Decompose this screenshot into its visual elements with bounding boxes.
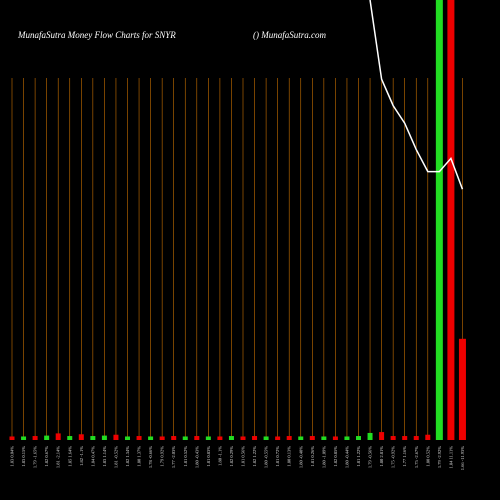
bar [435,0,443,440]
x-tick-label: 1.81 1.22% [356,446,361,467]
bar [402,436,408,440]
x-tick-label: 1.80 -0.43% [194,446,199,468]
bar [101,435,107,440]
bar [263,436,269,440]
bar [390,436,396,440]
bar [367,432,373,440]
bar [240,436,246,440]
bar [171,436,177,440]
bar [356,436,361,440]
bar [447,0,455,440]
x-tick-label: 1.85 1.64% [67,446,72,467]
x-tick-label: 1.75 -2.67% [414,446,419,468]
x-tick-label: 1.82 0.29% [229,446,234,467]
bar [321,436,327,440]
x-tick-label: 1.80 -0.44% [344,446,349,468]
chart-subtitle: () MunafaSutra.com [253,30,326,40]
x-tick-label: 1.80 -1.1% [217,446,222,466]
x-tick-label: 1.77 1.16% [402,446,407,467]
x-tick-label: 1.75 -0.92% [391,446,396,468]
bar [32,436,38,440]
x-tick-label: 1.80 0.13% [287,446,292,467]
bar [413,436,419,440]
bar [9,436,15,440]
x-tick-label: 1.79 -2.92% [437,446,442,468]
x-tick-label: 1.80 -1.09% [321,446,326,468]
bar [148,436,154,440]
bar [252,436,258,440]
x-tick-label: 1.80 1.37% [137,446,142,467]
x-tick-label: 1.82 1.34% [125,446,130,467]
bar [159,436,165,440]
bar [458,338,466,440]
x-tick-label: 1.82 0.67% [44,446,49,467]
bar [113,434,119,440]
x-tick-label: 1.78 -0.66% [148,446,153,468]
x-tick-label: 1.81 -2.14% [56,446,61,468]
bar [344,436,350,440]
bar [194,436,200,440]
x-tick-label: 1.84 11.11% [448,446,453,469]
x-tick-label: 1.82 0.85% [333,446,338,467]
bar [275,436,281,440]
x-tick-label: 1.80 2.81% [379,446,384,467]
x-tick-label: 1.81 0.56% [241,446,246,467]
bar [298,436,304,440]
bar [205,436,211,440]
bar [90,436,96,440]
bar [286,436,292,440]
x-tick-label: 1.79 0.92% [160,446,165,467]
bar [136,436,142,440]
bar [21,436,27,440]
x-tick-label: 1.81 0.26% [310,446,315,467]
bar [182,436,188,440]
x-tick-label: 1.84 0.47% [90,446,95,467]
bar [425,434,431,440]
bar [44,435,50,440]
x-tick-label: 1.81 0.52% [183,446,188,467]
x-tick-label: 1.79 -1.65% [33,446,38,468]
x-tick-label: 1.77 -2.03% [171,446,176,468]
x-tick-label: 1.66 -11.93% [460,446,465,470]
x-tick-label: 1.81 0.83% [206,446,211,467]
x-tick-label: 1.82 1.22% [252,446,257,467]
money-flow-line [369,0,464,190]
x-tick-label: 1.83 0.04% [10,446,15,467]
x-tick-label: 1.81 -0.52% [113,446,118,468]
bar [78,434,84,440]
bar [67,436,73,440]
x-tick-label: 1.81 0.72% [275,446,280,467]
x-tick-label: 1.83 0.15% [21,446,26,467]
x-tick-label: 1.80 -0.55% [264,446,269,468]
bar [309,436,315,440]
bar [217,436,223,440]
x-tick-label: 1.83 1.14% [102,446,107,467]
x-tick-label: 1.79 -0.56% [368,446,373,468]
x-tick-label: 1.82 -1.1% [79,446,84,466]
x-tick-label: 1.80 -0.40% [298,446,303,468]
bar [332,436,338,440]
x-tick-label: 1.80 0.52% [425,446,430,467]
bar [55,433,61,440]
bar [228,436,234,440]
bar [379,432,385,440]
chart-title: MunafaSutra Money Flow Charts for SNYR [17,30,176,40]
bar [125,436,130,440]
